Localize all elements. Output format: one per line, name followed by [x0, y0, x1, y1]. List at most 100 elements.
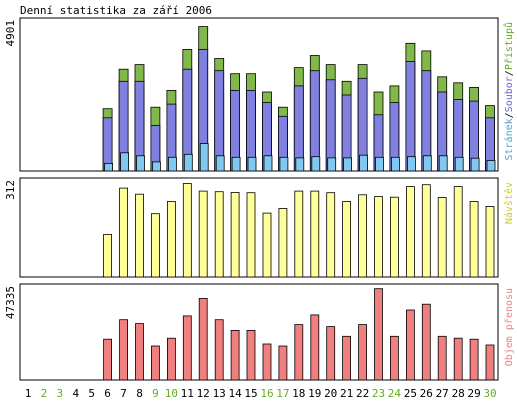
bar-kbytes-Objem-přenosu-6 [103, 338, 112, 381]
bar-kbytes-Objem-přenosu-29 [469, 338, 479, 381]
legend-visits: Návštěv [503, 182, 515, 224]
bar-hits-Soubor-25 [405, 61, 416, 172]
bar-hits-Stránek-10 [167, 156, 177, 172]
bar-visits-Návštěv-23 [374, 196, 383, 278]
bar-hits-Stránek-24 [390, 156, 400, 172]
bar-hits-Stránek-27 [438, 155, 448, 172]
day-label-12: 12 [197, 387, 210, 400]
day-label-29: 29 [467, 387, 480, 400]
bar-hits-Stránek-7 [120, 152, 129, 172]
bar-hits-Stránek-18 [295, 157, 305, 172]
bar-visits-Návštěv-7 [119, 187, 128, 278]
bar-kbytes-Objem-přenosu-17 [278, 345, 288, 381]
bar-kbytes-Objem-přenosu-14 [230, 329, 240, 381]
bar-hits-Stránek-25 [406, 156, 416, 172]
bar-hits-Stránek-14 [231, 156, 241, 172]
bar-kbytes-Objem-přenosu-18 [294, 324, 304, 381]
bar-hits-Stránek-20 [327, 157, 337, 172]
day-label-9: 9 [152, 387, 159, 400]
bar-visits-Návštěv-12 [198, 190, 208, 278]
bar-hits-Stránek-28 [454, 156, 464, 172]
bar-hits-Soubor-20 [325, 79, 336, 172]
panel-kbytes [19, 283, 499, 381]
bar-kbytes-Objem-přenosu-9 [150, 345, 160, 381]
bar-hits-Stránek-19 [311, 156, 321, 172]
day-label-19: 19 [308, 387, 321, 400]
legend-part-hits-2: Soubor [504, 76, 515, 112]
bar-visits-Návštěv-21 [342, 201, 352, 278]
day-label-28: 28 [452, 387, 465, 400]
day-label-20: 20 [324, 387, 337, 400]
day-label-8: 8 [136, 387, 143, 400]
panel-visits [19, 177, 499, 278]
day-label-25: 25 [404, 387, 417, 400]
bar-kbytes-Objem-přenosu-7 [119, 319, 128, 381]
bar-kbytes-Objem-přenosu-10 [166, 337, 176, 381]
bar-kbytes-Objem-přenosu-8 [135, 323, 144, 381]
bar-visits-Návštěv-27 [437, 197, 447, 278]
bar-hits-Stránek-16 [263, 155, 273, 172]
legend-part-hits-3: / [504, 70, 515, 76]
day-label-26: 26 [420, 387, 433, 400]
max-label-kbytes: 47335 [4, 286, 17, 319]
panel-frame-visits [19, 177, 499, 278]
bar-hits-Stránek-9 [151, 161, 161, 172]
bar-visits-Návštěv-16 [262, 212, 272, 278]
legend-part-kbytes-0: Objem přenosu [503, 288, 515, 366]
bar-hits-Stránek-15 [247, 156, 257, 172]
day-label-14: 14 [228, 387, 242, 400]
panel-hits [19, 17, 499, 172]
bar-kbytes-Objem-přenosu-19 [310, 314, 320, 381]
panel-frame-hits [19, 17, 499, 172]
chart-title: Denní statistika za září 2006 [20, 4, 212, 17]
legend-hits: Stránek/Soubor/Přístupů [503, 22, 515, 161]
bar-visits-Návštěv-10 [166, 201, 176, 278]
bar-visits-Návštěv-17 [278, 208, 288, 278]
bar-visits-Návštěv-9 [150, 213, 160, 278]
bar-kbytes-Objem-přenosu-28 [453, 337, 463, 381]
day-label-22: 22 [356, 387, 369, 400]
day-label-17: 17 [276, 387, 289, 400]
bar-kbytes-Objem-přenosu-11 [182, 315, 192, 381]
bar-visits-Návštěv-28 [453, 186, 463, 278]
bar-kbytes-Objem-přenosu-15 [246, 329, 256, 381]
bar-visits-Návštěv-30 [485, 205, 495, 278]
day-label-7: 7 [120, 387, 127, 400]
legend-part-visits-0: Návštěv [503, 182, 515, 224]
bar-hits-Soubor-19 [309, 70, 320, 172]
bar-hits-Stránek-22 [359, 154, 369, 172]
bar-kbytes-Objem-přenosu-20 [326, 326, 336, 381]
bar-hits-Stránek-30 [486, 159, 496, 172]
panel-frame-kbytes [19, 283, 499, 381]
day-label-18: 18 [292, 387, 305, 400]
bar-visits-Návštěv-24 [389, 196, 399, 278]
bar-kbytes-Objem-přenosu-27 [437, 335, 447, 381]
bar-kbytes-Objem-přenosu-23 [374, 288, 383, 381]
day-label-16: 16 [260, 387, 273, 400]
bar-kbytes-Objem-přenosu-13 [214, 319, 224, 381]
day-label-5: 5 [88, 387, 95, 400]
bar-visits-Návštěv-11 [182, 183, 192, 278]
day-label-1: 1 [25, 387, 32, 400]
day-label-10: 10 [165, 387, 178, 400]
day-label-21: 21 [340, 387, 353, 400]
max-label-hits: 4901 [4, 20, 17, 47]
day-label-11: 11 [181, 387, 194, 400]
bar-visits-Návštěv-6 [103, 233, 112, 278]
bar-visits-Návštěv-29 [469, 201, 479, 278]
day-label-6: 6 [104, 387, 111, 400]
bar-hits-Stránek-23 [375, 156, 384, 172]
bar-visits-Návštěv-14 [230, 191, 240, 278]
bar-hits-Stránek-13 [215, 155, 225, 172]
bar-visits-Návštěv-15 [246, 192, 256, 278]
bar-kbytes-Objem-přenosu-22 [358, 324, 368, 381]
legend-part-hits-4: Přístupů [503, 22, 515, 70]
bar-hits-Stránek-17 [279, 156, 289, 172]
legend-part-hits-1: / [504, 112, 515, 118]
legend-kbytes: Objem přenosu [503, 288, 515, 366]
day-label-4: 4 [72, 387, 79, 400]
max-label-visits: 312 [4, 180, 17, 200]
bar-visits-Návštěv-25 [405, 186, 415, 278]
day-label-2: 2 [41, 387, 48, 400]
bar-visits-Návštěv-22 [358, 194, 368, 278]
